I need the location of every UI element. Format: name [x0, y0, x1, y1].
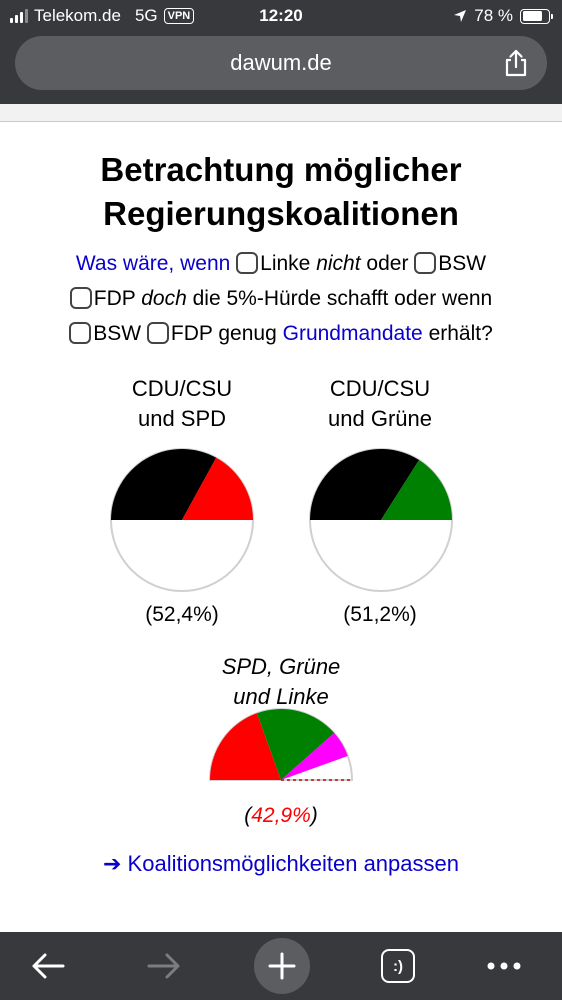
adjust-coalitions-link[interactable]: ➔ Koalitionsmöglichkeiten anpassen	[103, 851, 459, 876]
coalition-spd-gruene-linke-title: SPD, Grüne und Linke	[181, 652, 381, 712]
title-line-2: Regierungskoalitionen	[103, 195, 459, 232]
url-bar[interactable]: dawum.de	[15, 36, 547, 90]
more-icon	[487, 962, 521, 970]
oder-label: oder	[366, 252, 409, 275]
battery-icon	[520, 8, 553, 24]
pie-slice-spd	[182, 457, 253, 520]
page-content: Betrachtung möglicher Regierungskoalitio…	[0, 122, 562, 932]
carrier-name: Telekom.de	[34, 6, 121, 25]
coalition-spd-gruene-linke-chart	[208, 708, 354, 781]
network-type: 5G	[134, 6, 158, 25]
pie-slice-cdu-csu	[310, 449, 420, 520]
location-arrow-icon	[454, 10, 467, 22]
linke-label: Linke	[260, 252, 311, 275]
forward-arrow-icon	[147, 953, 180, 979]
bsw-label: BSW	[438, 252, 487, 275]
new-tab-plus-icon	[268, 952, 296, 980]
hurdle-label: die 5%-Hürde schafft oder wenn	[192, 287, 493, 310]
status-bar: Telekom.de 5G VPN 12:20 78 %	[0, 0, 562, 32]
more-button[interactable]	[478, 940, 530, 992]
forward-button[interactable]	[138, 940, 190, 992]
erhaelt-label: erhält?	[428, 322, 493, 345]
coalition-options-text: Was wäre, wenn Linke nicht oder BSW FDP …	[20, 246, 542, 351]
intro-line-2: FDP doch die 5%-Hürde schafft oder wenn	[20, 281, 542, 316]
back-button[interactable]	[22, 940, 74, 992]
bsw-label-2: BSW	[93, 322, 142, 345]
status-right: 78 %	[453, 6, 553, 26]
coalition-cdu-spd-title: CDU/CSU und SPD	[92, 374, 272, 434]
status-left: Telekom.de 5G VPN	[10, 6, 195, 26]
genug-label: genug	[218, 322, 277, 345]
page-title: Betrachtung möglicher Regierungskoalitio…	[0, 148, 562, 236]
new-tab-button[interactable]	[254, 938, 310, 994]
tabs-icon: :)	[381, 949, 415, 983]
doch-label: doch	[141, 287, 187, 310]
pie-slice-spd	[210, 713, 281, 780]
what-if-label: Was wäre, wenn	[75, 252, 231, 275]
coalition-title-line-2: und Linke	[233, 684, 329, 709]
tabs-icon-label: :)	[393, 957, 403, 975]
coalition-title-line-2: und SPD	[137, 406, 227, 431]
grundmandate-link[interactable]: Grundmandate	[282, 322, 423, 345]
coalition-title-line-1: CDU/CSU	[131, 376, 233, 401]
intro-line-1: Was wäre, wenn Linke nicht oder BSW	[20, 246, 542, 281]
fdp-label-2: FDP	[170, 322, 213, 345]
coalition-cdu-gruene-chart	[309, 448, 453, 592]
checkbox-bsw-nicht[interactable]	[414, 252, 437, 274]
fdp-label: FDP	[93, 287, 136, 310]
coalition-title-line-2: und Grüne	[328, 406, 432, 431]
pie-slice-grüne	[381, 460, 452, 520]
url-text[interactable]: dawum.de	[230, 50, 332, 75]
battery-fill	[522, 11, 542, 21]
coalition-cdu-gruene-title: CDU/CSU und Grüne	[290, 374, 470, 434]
nicht-label: nicht	[316, 252, 361, 275]
share-icon[interactable]	[501, 48, 531, 78]
coalition-spd-gruene-linke-share: (42,9%)	[244, 804, 318, 827]
vpn-badge: VPN	[163, 8, 195, 24]
coalition-title-line-1: CDU/CSU	[329, 376, 431, 401]
pie-slice-grüne	[256, 709, 335, 780]
back-arrow-icon	[32, 953, 65, 979]
checkbox-fdp-doch[interactable]	[69, 287, 92, 309]
cell-signal-icon	[10, 9, 28, 23]
coalition-cdu-spd-chart	[110, 448, 254, 592]
browser-bottom-toolbar: :)	[0, 932, 562, 1000]
pie-slice-linke	[281, 733, 348, 780]
checkbox-fdp-grundmandate[interactable]	[146, 322, 169, 344]
tabs-button[interactable]: :)	[372, 940, 424, 992]
coalition-title-line-1: SPD, Grüne	[221, 654, 341, 679]
intro-line-3: BSW FDP genug Grundmandate erhält?	[20, 316, 542, 351]
checkbox-bsw-grundmandate[interactable]	[69, 322, 92, 344]
coalition-cdu-gruene-share: (51,2%)	[343, 603, 417, 626]
no-majority-share: 42,9%	[251, 804, 311, 827]
checkbox-linke-nicht[interactable]	[236, 252, 259, 274]
coalition-cdu-spd-share: (52,4%)	[145, 603, 219, 626]
page-top-edge	[0, 104, 562, 122]
browser-top-chrome: Telekom.de 5G VPN 12:20 78 % dawum.de	[0, 0, 562, 104]
battery-percent: 78 %	[474, 6, 513, 25]
status-time: 12:20	[259, 6, 303, 25]
title-line-1: Betrachtung möglicher	[100, 151, 462, 188]
pie-slice-cdu-csu	[111, 449, 217, 520]
